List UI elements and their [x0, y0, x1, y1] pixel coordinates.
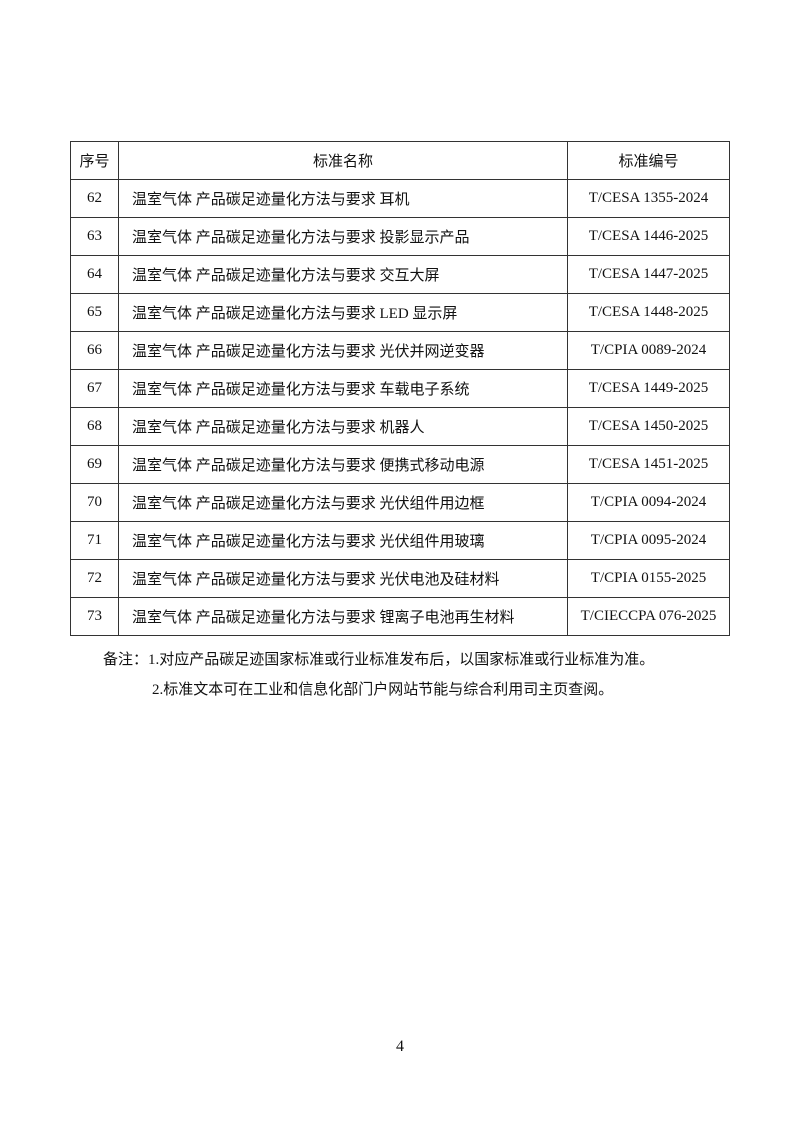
cell-standard-name: 温室气体 产品碳足迹量化方法与要求 车载电子系统 — [118, 369, 568, 408]
cell-standard-name: 温室气体 产品碳足迹量化方法与要求 便携式移动电源 — [118, 445, 568, 484]
cell-standard-number: T/CPIA 0089-2024 — [567, 331, 730, 370]
cell-standard-name: 温室气体 产品碳足迹量化方法与要求 耳机 — [118, 179, 568, 218]
table-header-row: 序号 标准名称 标准编号 — [70, 141, 730, 180]
cell-standard-name: 温室气体 产品碳足迹量化方法与要求 LED 显示屏 — [118, 293, 568, 332]
table-row: 62 温室气体 产品碳足迹量化方法与要求 耳机 T/CESA 1355-2024 — [70, 179, 730, 218]
note-2: 2.标准文本可在工业和信息化部门户网站节能与综合利用司主页查阅。 — [152, 682, 614, 698]
table-row: 70 温室气体 产品碳足迹量化方法与要求 光伏组件用边框 T/CPIA 0094-2… — [70, 483, 730, 522]
note-1: 备注：1.对应产品碳足迹国家标准或行业标准发布后，以国家标准或行业标准为准。 — [103, 652, 655, 668]
table-row: 64 温室气体 产品碳足迹量化方法与要求 交互大屏 T/CESA 1447-2025 — [70, 255, 730, 294]
cell-standard-number: T/CESA 1450-2025 — [567, 407, 730, 446]
cell-standard-name: 温室气体 产品碳足迹量化方法与要求 锂离子电池再生材料 — [118, 597, 568, 636]
cell-standard-name: 温室气体 产品碳足迹量化方法与要求 投影显示产品 — [118, 217, 568, 256]
cell-standard-name: 温室气体 产品碳足迹量化方法与要求 光伏并网逆变器 — [118, 331, 568, 370]
table-row: 71 温室气体 产品碳足迹量化方法与要求 光伏组件用玻璃 T/CPIA 0095-2… — [70, 521, 730, 560]
cell-standard-name: 温室气体 产品碳足迹量化方法与要求 交互大屏 — [118, 255, 568, 294]
cell-standard-number: T/CESA 1446-2025 — [567, 217, 730, 256]
cell-standard-name: 温室气体 产品碳足迹量化方法与要求 机器人 — [118, 407, 568, 446]
cell-index: 68 — [70, 407, 119, 446]
cell-standard-name: 温室气体 产品碳足迹量化方法与要求 光伏组件用边框 — [118, 483, 568, 522]
table-row: 66 温室气体 产品碳足迹量化方法与要求 光伏并网逆变器 T/CPIA 0089-2… — [70, 331, 730, 370]
cell-standard-number: T/CESA 1449-2025 — [567, 369, 730, 408]
cell-standard-number: T/CPIA 0095-2024 — [567, 521, 730, 560]
cell-standard-name: 温室气体 产品碳足迹量化方法与要求 光伏电池及硅材料 — [118, 559, 568, 598]
cell-index: 66 — [70, 331, 119, 370]
header-standard-name: 标准名称 — [118, 141, 568, 180]
table-row: 69 温室气体 产品碳足迹量化方法与要求 便携式移动电源 T/CESA 1451-2… — [70, 445, 730, 484]
cell-index: 65 — [70, 293, 119, 332]
cell-standard-number: T/CESA 1448-2025 — [567, 293, 730, 332]
standards-table: 序号 标准名称 标准编号 62 温室气体 产品碳足迹量化方法与要求 耳机 T/CES… — [70, 141, 730, 636]
cell-index: 63 — [70, 217, 119, 256]
cell-standard-number: T/CESA 1355-2024 — [567, 179, 730, 218]
page-number: 4 — [396, 1038, 404, 1055]
cell-index: 73 — [70, 597, 119, 636]
cell-index: 72 — [70, 559, 119, 598]
cell-index: 62 — [70, 179, 119, 218]
cell-standard-number: T/CPIA 0155-2025 — [567, 559, 730, 598]
cell-index: 70 — [70, 483, 119, 522]
cell-index: 67 — [70, 369, 119, 408]
table-row: 68 温室气体 产品碳足迹量化方法与要求 机器人 T/CESA 1450-2025 — [70, 407, 730, 446]
header-standard-number: 标准编号 — [567, 141, 730, 180]
table-row: 67 温室气体 产品碳足迹量化方法与要求 车载电子系统 T/CESA 1449-20… — [70, 369, 730, 408]
cell-standard-number: T/CPIA 0094-2024 — [567, 483, 730, 522]
cell-index: 71 — [70, 521, 119, 560]
cell-standard-number: T/CESA 1447-2025 — [567, 255, 730, 294]
header-index: 序号 — [70, 141, 119, 180]
cell-index: 69 — [70, 445, 119, 484]
cell-index: 64 — [70, 255, 119, 294]
table-row: 73 温室气体 产品碳足迹量化方法与要求 锂离子电池再生材料 T/CIECCPA 0… — [70, 597, 730, 636]
cell-standard-number: T/CESA 1451-2025 — [567, 445, 730, 484]
table-row: 63 温室气体 产品碳足迹量化方法与要求 投影显示产品 T/CESA 1446-20… — [70, 217, 730, 256]
table-row: 72 温室气体 产品碳足迹量化方法与要求 光伏电池及硅材料 T/CPIA 0155-… — [70, 559, 730, 598]
cell-standard-name: 温室气体 产品碳足迹量化方法与要求 光伏组件用玻璃 — [118, 521, 568, 560]
cell-standard-number: T/CIECCPA 076-2025 — [567, 597, 730, 636]
table-row: 65 温室气体 产品碳足迹量化方法与要求 LED 显示屏 T/CESA 1448-2… — [70, 293, 730, 332]
